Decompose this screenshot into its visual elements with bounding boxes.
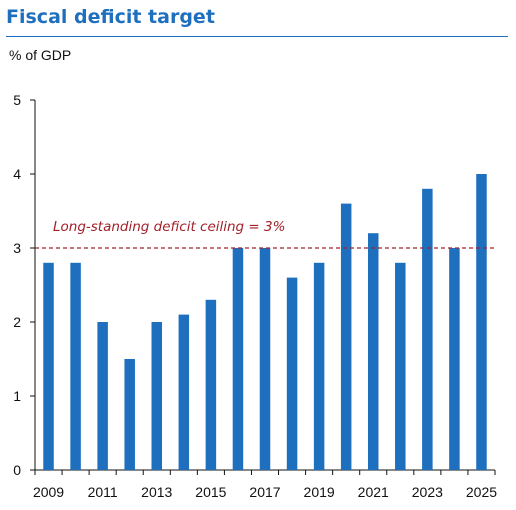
bars [43, 174, 487, 471]
bar-2012 [124, 359, 135, 470]
x-tick-labels: 2009 2011 2013 2015 2017 2019 2021 2023 2025 [33, 484, 497, 500]
bar-2017 [259, 248, 271, 470]
bar-2015 [205, 299, 217, 470]
x-tick-label: 2015 [195, 484, 226, 500]
bar-2013 [151, 322, 163, 470]
x-tick-label: 2023 [412, 484, 443, 500]
y-tick-labels: 0 1 2 3 4 5 [13, 92, 21, 478]
y-tick-label: 0 [13, 462, 21, 478]
x-tick-label: 2017 [249, 484, 280, 500]
bar-2011 [97, 322, 108, 470]
bar-2010 [70, 262, 81, 470]
bar-2025 [476, 174, 487, 470]
reference-line-group: Long-standing deficit ceiling = 3% [35, 219, 495, 249]
chart-title: Fiscal deficit target [6, 6, 215, 28]
x-tick-label: 2021 [358, 484, 389, 500]
y-tick-label: 3 [13, 240, 21, 256]
bar-2024 [449, 248, 460, 470]
y-unit-label: % of GDP [9, 47, 72, 63]
bar-2022 [395, 262, 406, 470]
y-tick-label: 2 [13, 314, 21, 330]
y-tick-label: 4 [13, 166, 21, 182]
bar-2016 [232, 248, 244, 470]
y-tick-label: 5 [13, 92, 21, 108]
x-tick-label: 2013 [141, 484, 172, 500]
bar-2019 [313, 262, 325, 470]
title-underline [6, 36, 508, 37]
bar-2014 [178, 314, 190, 470]
x-tick-label: 2009 [33, 484, 64, 500]
y-tick-label: 1 [13, 388, 21, 404]
deficit-ceiling-label: Long-standing deficit ceiling = 3% [53, 219, 285, 235]
bar-2023 [422, 188, 433, 471]
x-tick-label: 2019 [304, 484, 335, 500]
bar-2021 [367, 233, 379, 470]
bar-2020 [340, 203, 352, 470]
x-tick-label: 2025 [466, 484, 497, 500]
bar-2009 [43, 262, 54, 470]
x-tick-label: 2011 [88, 484, 118, 500]
bar-2018 [286, 277, 298, 470]
